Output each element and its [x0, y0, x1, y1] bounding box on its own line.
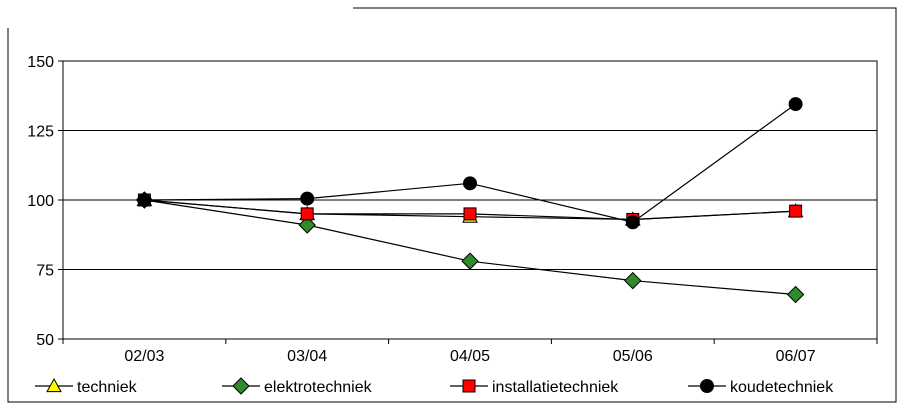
x-tick-label: 03/04 — [287, 348, 327, 365]
legend-label: elektrotechniek — [264, 379, 373, 396]
data-point-koudetechniek — [300, 191, 315, 206]
legend-item-elektrotechniek: elektrotechniek — [222, 377, 373, 396]
data-point-elektrotechniek — [624, 271, 642, 290]
legend-marker — [232, 377, 250, 395]
series-line-koudetechniek — [144, 103, 796, 223]
data-point-installatietechniek — [789, 204, 803, 218]
data-point-koudetechniek — [625, 215, 640, 230]
legend-item-installatietechniek: installatietechniek — [450, 379, 619, 396]
x-tick-label: 05/06 — [613, 348, 653, 365]
data-point-elektrotechniek — [298, 216, 316, 234]
legend-item-koudetechniek: koudetechniek — [688, 379, 834, 396]
legend-label: koudetechniek — [730, 379, 834, 396]
legend-marker — [462, 379, 476, 393]
x-tick-label: 06/07 — [776, 348, 816, 365]
data-point-koudetechniek — [788, 97, 803, 112]
legend-marker — [700, 379, 714, 393]
y-tick-label: 125 — [27, 124, 54, 141]
data-point-elektrotechniek — [786, 285, 805, 304]
data-point-installatietechniek — [300, 207, 314, 221]
y-tick-label: 150 — [27, 54, 54, 71]
x-tick-label: 04/05 — [450, 348, 490, 365]
series-koudetechniek — [137, 97, 803, 230]
y-tick-label: 50 — [36, 332, 54, 349]
y-tick-label: 75 — [36, 263, 54, 280]
legend-label: techniek — [77, 379, 138, 396]
data-point-installatietechniek — [463, 207, 477, 221]
x-tick-label: 02/03 — [124, 348, 164, 365]
data-point-koudetechniek — [137, 193, 152, 207]
legend-item-techniek: techniek — [35, 377, 138, 396]
chart-border — [7, 7, 897, 403]
data-point-elektrotechniek — [461, 252, 479, 270]
data-point-koudetechniek — [463, 176, 477, 191]
legend-label: installatietechniek — [492, 379, 619, 396]
legend-marker — [46, 377, 62, 393]
y-tick-label: 100 — [27, 193, 54, 210]
